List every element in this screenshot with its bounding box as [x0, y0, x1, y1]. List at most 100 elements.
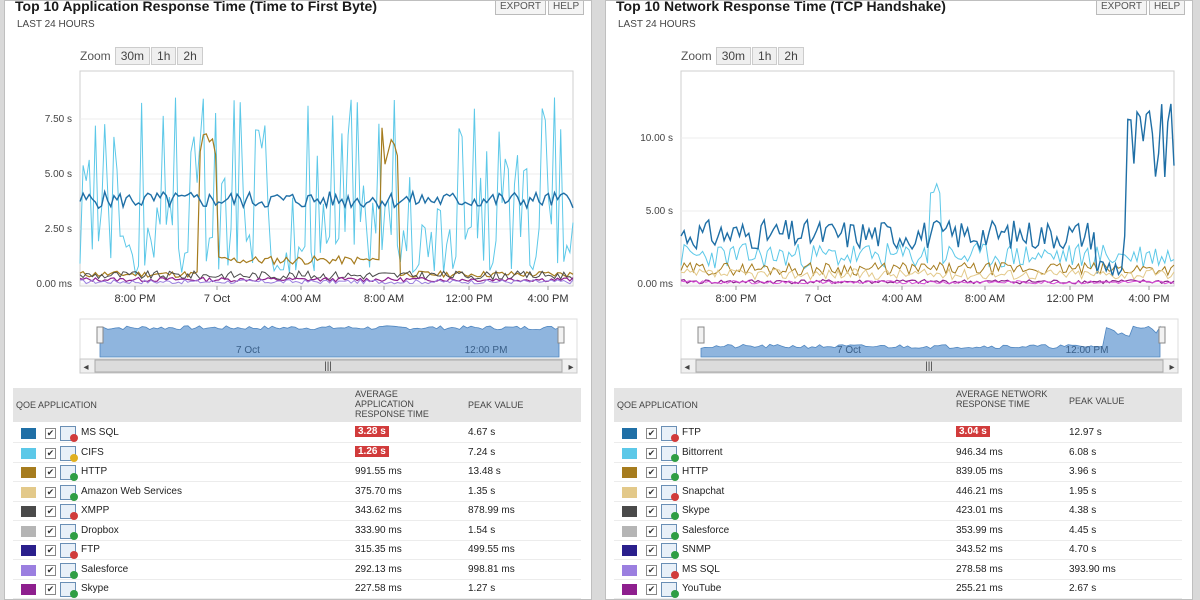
help-button[interactable]: HELP [548, 1, 585, 15]
series-color-swatch [21, 525, 36, 537]
navigator-handle-left[interactable] [96, 326, 104, 344]
series-visibility-checkbox[interactable]: ✔ [646, 564, 657, 576]
scrollbar-thumb[interactable] [695, 359, 1164, 373]
navigator-handle-left[interactable] [697, 326, 705, 344]
table-row[interactable]: ✔ FTP 315.35 ms 499.55 ms [13, 541, 581, 560]
table-row[interactable]: ✔ HTTP 839.05 ms 3.96 s [614, 463, 1182, 482]
zoom-2h-button[interactable]: 2h [177, 47, 203, 65]
table-row[interactable]: ✔ Salesforce 292.13 ms 998.81 ms [13, 561, 581, 580]
series-visibility-checkbox[interactable]: ✔ [646, 584, 657, 595]
average-response-time: 946.34 ms [956, 446, 1003, 458]
x-tick-label: 4:00 PM [1129, 293, 1170, 305]
table-row[interactable]: ✔ MS SQL 3.28 s 4.67 s [13, 424, 581, 443]
average-response-time: 343.62 ms [355, 505, 402, 516]
table-row[interactable]: ✔ CIFS 1.26 s 7.24 s [13, 444, 581, 463]
table-row[interactable]: ✔ Skype 423.01 ms 4.38 s [614, 502, 1182, 521]
series-visibility-checkbox[interactable]: ✔ [646, 525, 657, 537]
series-visibility-checkbox[interactable]: ✔ [45, 486, 56, 498]
series-line [79, 276, 574, 283]
application-name[interactable]: Dropbox [81, 524, 119, 536]
application-name[interactable]: CIFS [81, 446, 104, 458]
table-row[interactable]: ✔ FTP 3.04 s 12.97 s [614, 424, 1182, 443]
scroll-right-arrow[interactable]: ▸ [1169, 362, 1174, 373]
series-color-swatch [622, 447, 637, 459]
x-tick-label: 4:00 AM [281, 293, 321, 305]
average-response-time: 839.05 ms [956, 466, 1003, 477]
series-visibility-checkbox[interactable]: ✔ [45, 564, 56, 576]
application-name[interactable]: FTP [682, 427, 701, 438]
table-row[interactable]: ✔ MS SQL 278.58 ms 393.90 ms [614, 561, 1182, 580]
scroll-left-arrow[interactable]: ◂ [83, 362, 88, 373]
series-visibility-checkbox[interactable]: ✔ [646, 467, 657, 478]
series-visibility-checkbox[interactable]: ✔ [45, 506, 56, 517]
response-time-chart[interactable]: 7.50 s 5.00 s 2.50 s 0.00 ms 8:00 PM 7 Oct 4:0… [5, 1, 592, 381]
series-visibility-checkbox[interactable]: ✔ [45, 545, 56, 556]
series-color-swatch [622, 564, 637, 576]
application-name[interactable]: Skype [682, 505, 710, 516]
application-status-icon [661, 484, 679, 501]
export-button[interactable]: EXPORT [1096, 1, 1147, 15]
series-visibility-checkbox[interactable]: ✔ [646, 428, 657, 439]
navigator-handle-right[interactable] [1158, 326, 1166, 344]
help-button[interactable]: HELP [1149, 1, 1186, 15]
application-name[interactable]: MS SQL [81, 427, 119, 438]
table-row[interactable]: ✔ Dropbox 333.90 ms 1.54 s [13, 522, 581, 541]
status-indicator-icon [70, 453, 78, 462]
application-name[interactable]: XMPP [81, 505, 110, 516]
application-name[interactable]: Snapchat [682, 485, 725, 497]
table-row[interactable]: ✔ HTTP 991.55 ms 13.48 s [13, 463, 581, 482]
x-tick-label: 8:00 PM [716, 293, 757, 305]
series-visibility-checkbox[interactable]: ✔ [45, 584, 56, 595]
series-visibility-checkbox[interactable]: ✔ [45, 447, 56, 459]
export-button[interactable]: EXPORT [495, 1, 546, 15]
table-row[interactable]: ✔ SNMP 343.52 ms 4.70 s [614, 541, 1182, 560]
table-row[interactable]: ✔ Amazon Web Services 375.70 ms 1.35 s [13, 483, 581, 502]
table-row[interactable]: ✔ YouTube 255.21 ms 2.67 s [614, 580, 1182, 599]
table-row[interactable]: ✔ Salesforce 353.99 ms 4.45 s [614, 522, 1182, 541]
application-name[interactable]: MS SQL [682, 563, 720, 575]
zoom-2h-button[interactable]: 2h [778, 47, 804, 65]
series-visibility-checkbox[interactable]: ✔ [646, 545, 657, 556]
application-name[interactable]: Salesforce [682, 524, 730, 536]
application-name[interactable]: HTTP [81, 466, 108, 477]
scroll-right-arrow[interactable]: ▸ [568, 362, 573, 373]
series-visibility-checkbox[interactable]: ✔ [646, 506, 657, 517]
scrollbar-thumb[interactable] [94, 359, 563, 373]
status-indicator-icon [70, 473, 78, 481]
table-header: QOE APPLICATION AVERAGE APPLICATION RESP… [13, 388, 581, 422]
application-name[interactable]: SNMP [682, 544, 711, 555]
series-visibility-checkbox[interactable]: ✔ [45, 467, 56, 478]
application-status-icon [60, 562, 78, 579]
table-row[interactable]: ✔ Snapchat 446.21 ms 1.95 s [614, 483, 1182, 502]
status-indicator-icon [671, 473, 679, 481]
series-line [680, 280, 1175, 285]
zoom-1h-button[interactable]: 1h [752, 47, 778, 65]
series-visibility-checkbox[interactable]: ✔ [45, 428, 56, 439]
navigator-handle-right[interactable] [557, 326, 565, 344]
average-response-time: 333.90 ms [355, 524, 402, 536]
series-visibility-checkbox[interactable]: ✔ [45, 525, 56, 537]
zoom-1h-button[interactable]: 1h [151, 47, 177, 65]
application-name[interactable]: YouTube [682, 583, 722, 594]
series-visibility-checkbox[interactable]: ✔ [646, 486, 657, 498]
navigator-area [700, 325, 1161, 358]
table-row[interactable]: ✔ XMPP 343.62 ms 878.99 ms [13, 502, 581, 521]
response-time-chart[interactable]: 10.00 s 5.00 s 0.00 ms 8:00 PM 7 Oct 4:00 AM 8… [606, 1, 1193, 381]
table-row[interactable]: ✔ Bittorrent 946.34 ms 6.08 s [614, 444, 1182, 463]
scroll-left-arrow[interactable]: ◂ [684, 362, 689, 373]
app-response-panel: Top 10 Application Response Time (Time t… [4, 0, 592, 600]
application-name[interactable]: HTTP [682, 466, 709, 477]
application-name[interactable]: Skype [81, 583, 109, 594]
peak-value: 878.99 ms [468, 505, 515, 516]
application-name[interactable]: Amazon Web Services [81, 485, 182, 497]
zoom-30m-button[interactable]: 30m [715, 47, 752, 65]
average-response-time: 315.35 ms [355, 544, 402, 555]
average-response-time: 227.58 ms [355, 583, 402, 594]
series-visibility-checkbox[interactable]: ✔ [646, 447, 657, 459]
average-response-time: 255.21 ms [956, 583, 1003, 594]
application-name[interactable]: Salesforce [81, 563, 129, 575]
application-name[interactable]: Bittorrent [682, 446, 723, 458]
application-name[interactable]: FTP [81, 544, 100, 555]
table-row[interactable]: ✔ Skype 227.58 ms 1.27 s [13, 580, 581, 599]
zoom-30m-button[interactable]: 30m [114, 47, 151, 65]
